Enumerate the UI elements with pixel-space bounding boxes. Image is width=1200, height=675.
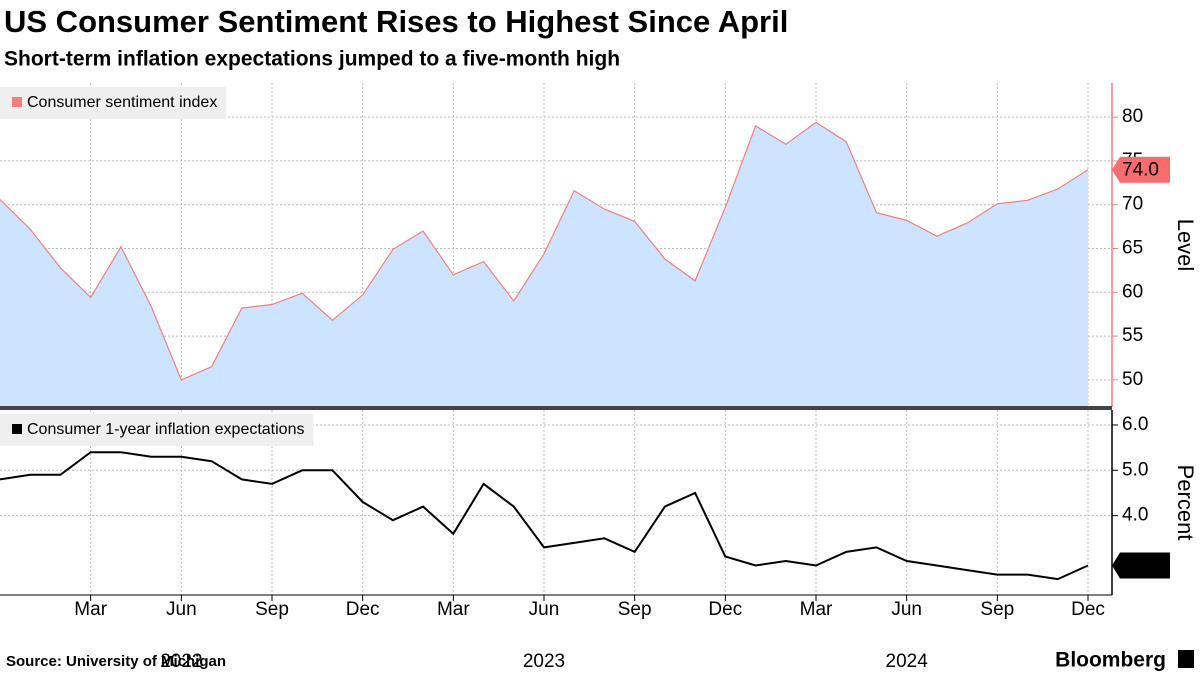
y-axis-title: Percent — [1173, 465, 1198, 541]
y-tick-label: 70 — [1122, 194, 1143, 215]
line — [0, 121, 1089, 381]
y-tick-label: 50 — [1122, 369, 1143, 390]
legend-swatch — [12, 97, 22, 107]
legend-label: Consumer 1-year inflation expectations — [27, 421, 304, 438]
chart-title: US Consumer Sentiment Rises to Highest S… — [4, 4, 788, 39]
x-tick-label: Mar — [74, 599, 107, 620]
value-tag — [1112, 156, 1170, 183]
x-tick-label: Jun — [891, 599, 922, 620]
x-tick-label: Sep — [980, 599, 1014, 620]
x-tick-label: Jun — [529, 599, 560, 620]
legend-swatch — [12, 424, 22, 434]
line — [0, 451, 1089, 581]
brand: Bloomberg — [1055, 649, 1166, 672]
area — [0, 122, 1088, 408]
x-year-label: 2024 — [886, 651, 929, 672]
source: Source: University of Michigan — [6, 653, 226, 670]
y-tick-label: 55 — [1122, 325, 1143, 346]
x-year-label: 2023 — [523, 651, 565, 672]
brand-icon — [1178, 650, 1194, 668]
value-tag-label: 2.9 — [1122, 556, 1148, 577]
x-tick-label: Dec — [708, 599, 742, 620]
y-tick-label: 65 — [1122, 238, 1143, 259]
y-tick-label: 60 — [1122, 281, 1143, 302]
x-tick-label: Jun — [166, 599, 197, 620]
x-tick-label: Sep — [255, 599, 289, 620]
panel-divider — [0, 406, 1112, 410]
y-tick-label: 6.0 — [1122, 414, 1148, 435]
y-tick-label: 5.0 — [1122, 459, 1148, 480]
x-tick-label: Mar — [800, 599, 833, 620]
x-tick-label: Dec — [1071, 599, 1105, 620]
y-tick-label: 4.0 — [1122, 505, 1148, 526]
legend-label: Consumer sentiment index — [27, 94, 217, 111]
x-tick-label: Mar — [437, 599, 470, 620]
legend-box — [0, 414, 314, 446]
chart-subtitle: Short-term inflation expectations jumped… — [4, 48, 620, 71]
y-tick-label: 80 — [1122, 106, 1143, 127]
x-tick-label: Dec — [346, 599, 380, 620]
value-tag — [1112, 552, 1170, 579]
legend-box — [0, 87, 227, 119]
x-tick-label: Sep — [618, 599, 652, 620]
y-axis-title: Level — [1173, 219, 1198, 272]
value-tag-label: 74.0 — [1122, 160, 1159, 181]
x-year-label: 2022 — [160, 651, 202, 672]
